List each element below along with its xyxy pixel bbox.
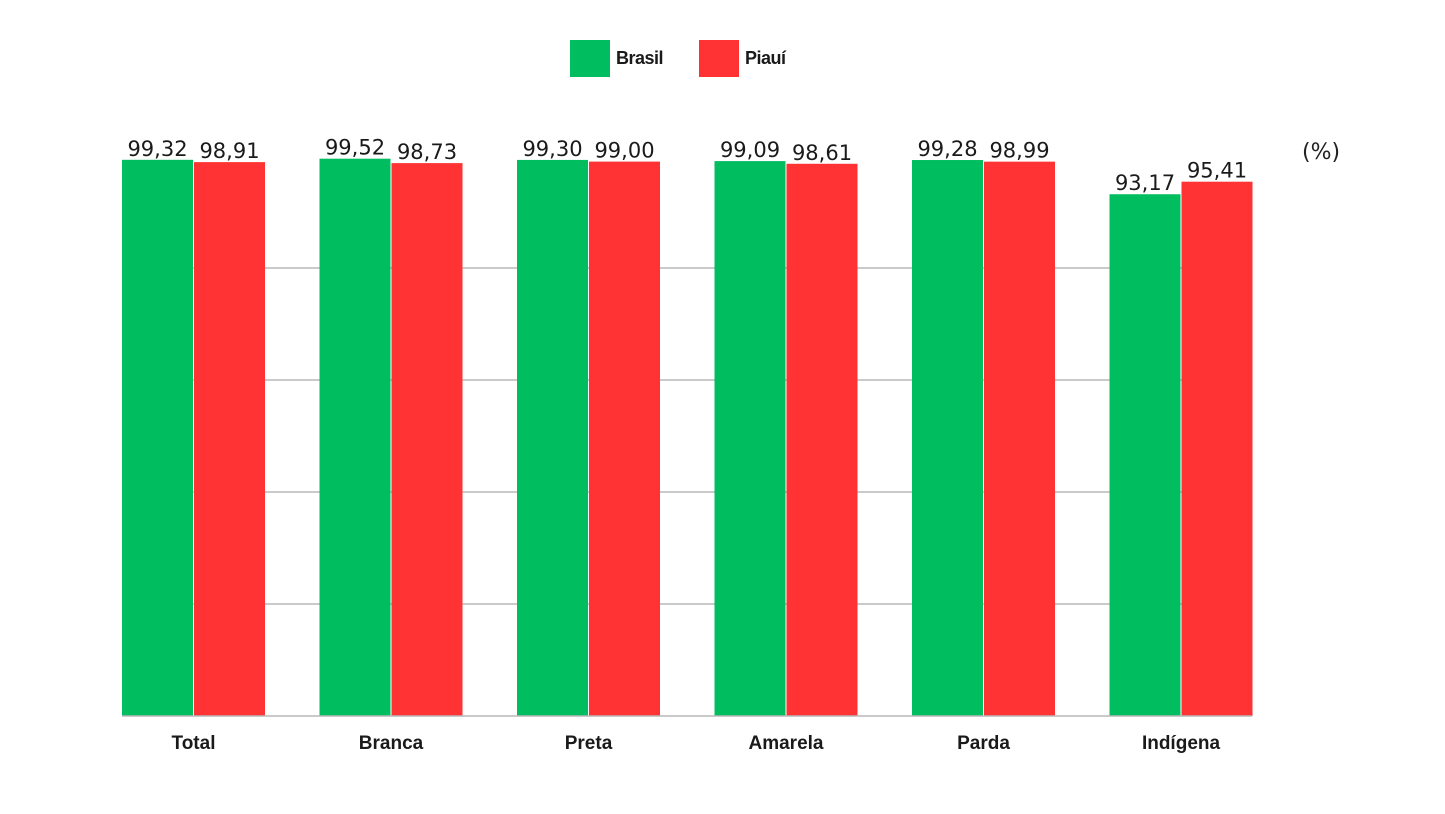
category-label: Amarela xyxy=(749,733,824,754)
unit-label: (%) xyxy=(1302,140,1341,165)
bar-piau-1 xyxy=(391,163,463,716)
bar-piau-3 xyxy=(786,163,858,716)
data-label: 99,09 xyxy=(720,138,780,162)
data-label: 95,41 xyxy=(1187,159,1247,183)
data-label: 98,73 xyxy=(397,140,457,164)
legend-item-piaui: Piauí xyxy=(699,40,786,77)
legend-label-piaui: Piauí xyxy=(745,48,786,68)
data-label: 99,52 xyxy=(325,136,385,160)
category-label: Preta xyxy=(565,733,613,754)
category-label: Branca xyxy=(359,733,424,754)
data-label: 98,91 xyxy=(199,139,259,163)
legend: Brasil Piauí xyxy=(570,40,822,77)
category-label: Indígena xyxy=(1142,733,1221,754)
data-label: 98,99 xyxy=(989,139,1049,163)
bar-brasil-5 xyxy=(1109,194,1181,717)
data-label: 99,30 xyxy=(522,137,582,161)
bar-piau-4 xyxy=(984,161,1055,716)
bar-piau-5 xyxy=(1181,181,1253,717)
bar-brasil-4 xyxy=(912,160,983,717)
bar-brasil-0 xyxy=(122,159,193,717)
data-label: 93,17 xyxy=(1115,171,1175,195)
legend-label-brasil: Brasil xyxy=(616,48,664,68)
data-label: 99,28 xyxy=(917,137,977,161)
legend-item-brasil: Brasil xyxy=(570,40,664,77)
bar-brasil-1 xyxy=(319,158,391,717)
category-label: Total xyxy=(172,733,216,754)
bar-piau-2 xyxy=(589,161,660,717)
legend-swatch-brasil xyxy=(570,40,610,77)
data-label: 99,32 xyxy=(127,137,187,161)
bar-brasil-3 xyxy=(714,161,786,716)
bar-piau-0 xyxy=(194,162,265,716)
bar-brasil-2 xyxy=(517,159,588,717)
data-label: 99,00 xyxy=(594,139,654,163)
legend-swatch-piaui xyxy=(699,40,740,77)
data-label: 98,61 xyxy=(792,141,852,165)
category-label: Parda xyxy=(957,733,1010,754)
